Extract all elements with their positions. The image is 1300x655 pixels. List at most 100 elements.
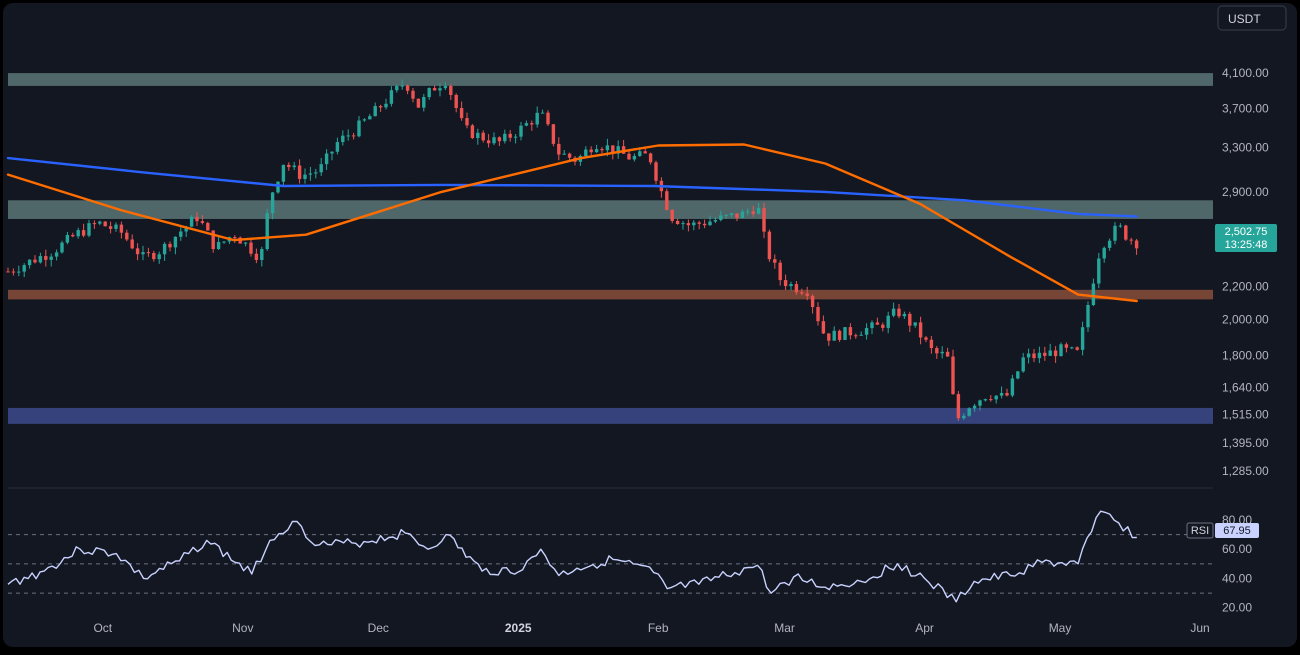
candle-body: [562, 153, 566, 155]
candle-body: [438, 88, 442, 91]
candle-body: [486, 140, 491, 144]
candle-body: [989, 399, 993, 401]
candle-body: [713, 219, 718, 222]
candle-body: [1097, 258, 1101, 284]
candle-body: [11, 271, 16, 273]
rsi-tick-label: 40.00: [1222, 571, 1252, 585]
candle-body: [999, 393, 1004, 396]
candle-body: [49, 256, 53, 260]
candle-body: [600, 149, 604, 151]
candle-body: [357, 120, 361, 137]
candle-body: [492, 137, 496, 144]
candle-body: [27, 259, 32, 266]
candle-body: [1102, 247, 1106, 259]
candle-body: [195, 216, 199, 222]
candle-body: [416, 98, 421, 108]
candle-body: [319, 164, 323, 173]
zone-1: [8, 200, 1213, 219]
candle-body: [627, 153, 631, 160]
candle-body: [297, 165, 302, 179]
price-tick-label: 1,640.00: [1222, 380, 1269, 394]
candle-body: [1075, 347, 1079, 350]
zone-0: [8, 73, 1213, 86]
rsi-tick-label: 60.00: [1222, 542, 1252, 556]
candle-body: [762, 208, 766, 232]
price-axis[interactable]: 4,100.003,700.003,300.002,900.002,600.00…: [1222, 66, 1269, 478]
rsi-label: RSI: [1191, 525, 1209, 537]
candle-body: [422, 97, 426, 108]
candle-body: [508, 133, 512, 138]
candle-body: [729, 213, 734, 215]
candle-body: [103, 221, 107, 227]
candle-body: [1026, 353, 1031, 358]
candle-body: [216, 241, 221, 249]
candle-body: [535, 112, 539, 125]
time-axis[interactable]: Oct Nov Dec 2025 Feb Mar Apr May Jun: [93, 621, 1209, 635]
rsi-pane: [7, 510, 1213, 603]
candle-body: [362, 119, 367, 121]
candle-body: [22, 265, 26, 272]
price-tick-label: 4,100.00: [1222, 66, 1269, 80]
candle-body: [1080, 327, 1085, 350]
candle-body: [908, 313, 912, 326]
candle-body: [783, 280, 788, 287]
price-tick-label: 2,900.00: [1222, 185, 1269, 199]
time-tick-label: Nov: [232, 621, 253, 635]
zone-3: [8, 407, 1213, 424]
candle-body: [1016, 371, 1020, 379]
candle-body: [800, 292, 804, 294]
candle-body: [756, 208, 761, 214]
candle-body: [540, 112, 545, 114]
candle-body: [459, 107, 464, 119]
candle-body: [335, 142, 340, 152]
candle-body: [1048, 350, 1052, 356]
currency-badge[interactable]: USDT: [1217, 5, 1287, 31]
candle-body: [864, 328, 869, 335]
candle-body: [179, 231, 183, 237]
candle-body: [837, 330, 842, 340]
candle-body: [945, 351, 950, 357]
price-tick-label: 1,800.00: [1222, 349, 1269, 363]
price-tick-label: 2,200.00: [1222, 280, 1269, 294]
candle-body: [173, 236, 178, 248]
candle-body: [287, 164, 291, 168]
moving-average-blue: [6, 156, 1138, 218]
candle-body: [589, 149, 593, 153]
candle-body: [206, 222, 210, 231]
rsi-legend[interactable]: RSI 67.95: [1186, 522, 1259, 539]
price-tick-label: 1,395.00: [1222, 436, 1269, 450]
zones-layer: [8, 73, 1213, 424]
candle-body: [432, 88, 437, 91]
time-tick-label: Dec: [368, 621, 389, 635]
candle-body: [848, 327, 853, 336]
candle-body: [400, 85, 404, 87]
candle-body: [222, 241, 226, 243]
candle-body: [6, 271, 10, 273]
price-tick-label: 1,515.00: [1222, 408, 1269, 422]
candle-body: [692, 222, 696, 226]
currency-label: USDT: [1228, 12, 1261, 26]
candle-body: [1107, 240, 1112, 248]
candle-body: [324, 153, 329, 165]
price-tick-label: 1,285.00: [1222, 464, 1269, 478]
candle-body: [881, 324, 885, 328]
candle-body: [719, 215, 723, 220]
moving-averages-layer: [6, 143, 1138, 303]
candle-body: [17, 271, 21, 273]
candle-body: [71, 234, 75, 237]
candle-body: [38, 256, 43, 263]
candle-body: [665, 191, 669, 210]
candle-body: [1064, 344, 1069, 348]
candle-body: [470, 125, 475, 139]
price-tick-label: 3,700.00: [1222, 101, 1269, 115]
candle-body: [1086, 304, 1090, 328]
candle-body: [314, 172, 318, 174]
candle-body: [1010, 378, 1015, 396]
candle-body: [341, 135, 345, 143]
candle-body: [243, 242, 248, 244]
candle-body: [135, 248, 140, 255]
candle-body: [557, 143, 561, 155]
candle-body: [162, 243, 167, 255]
candle-body: [648, 153, 653, 163]
